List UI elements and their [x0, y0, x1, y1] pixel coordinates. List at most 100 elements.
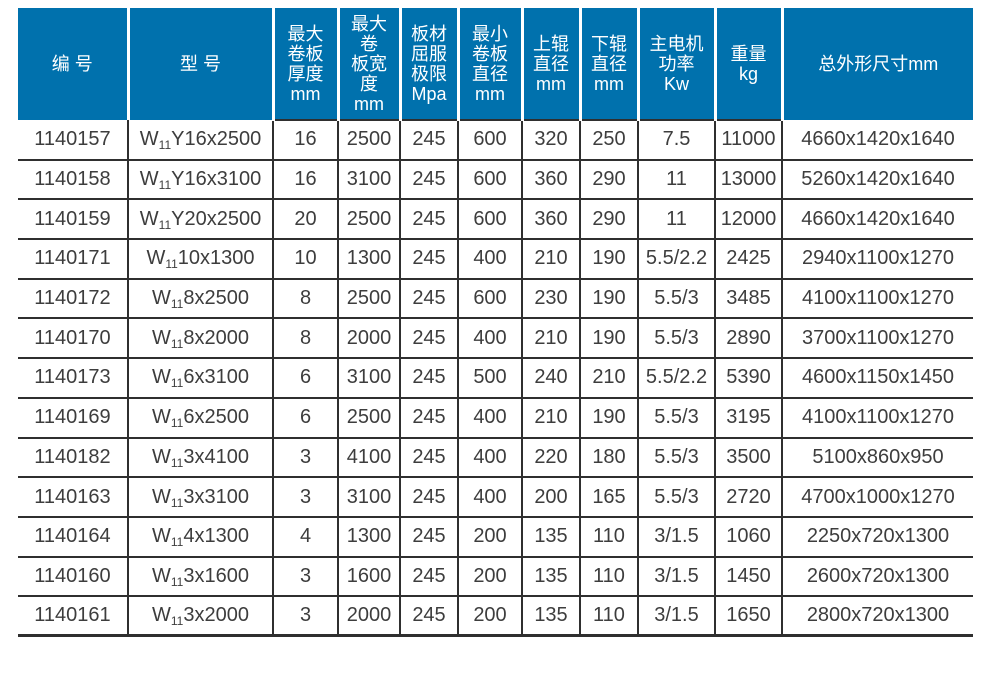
cell-lower_roller: 190 — [579, 238, 638, 279]
cell-motor_power: 5.5/2.2 — [637, 238, 715, 279]
cell-weight: 3500 — [714, 436, 782, 478]
cell-upper_roller: 360 — [521, 198, 580, 240]
cell-id: 1140157 — [34, 127, 111, 150]
cell-min_diameter: 200 — [457, 595, 522, 638]
cell-max_thickness: 6 — [272, 396, 338, 438]
cell-weight: 1450 — [714, 555, 782, 597]
cell-weight: 5390 — [714, 357, 782, 398]
cell-max_thickness: 6 — [272, 357, 338, 398]
cell-model: W118x2500 — [127, 277, 273, 319]
cell-id: 1140160 — [18, 555, 128, 597]
cell-min_diameter: 400 — [457, 396, 522, 438]
cell-id: 1140164 — [18, 515, 128, 557]
table-row: 1140157 W11Y16x2500 16 2500 245 600 320 250 7.5 1… — [18, 119, 973, 160]
cell-motor_power: 3/1.5 — [637, 515, 715, 557]
cell-upper_roller: 360 — [521, 158, 580, 200]
cell-dimensions: 3700x1100x1270 — [781, 317, 973, 359]
cell-max_width: 2500 — [337, 198, 400, 240]
cell-min_diameter: 600 — [457, 119, 522, 160]
cell-motor_power: 5.5/3 — [637, 476, 715, 517]
cell-lower_roller: 290 — [579, 158, 638, 200]
cell-id: 1140158 — [18, 158, 128, 200]
cell-motor_power: 11 — [637, 158, 715, 200]
cell-dimensions: 4660x1420x1640 — [781, 120, 973, 160]
model-subscript: 11 — [170, 614, 184, 629]
cell-model: W116x3100 — [127, 357, 273, 398]
cell-max_thickness: 16 — [272, 158, 338, 200]
cell-dimensions: 2250x720x1300 — [781, 515, 973, 557]
cell-model: W118x2000 — [127, 317, 273, 359]
cell-motor_power: 5.5/3 — [637, 277, 715, 319]
cell-model: W116x2500 — [127, 396, 273, 438]
cell-motor_power: 7.5 — [637, 119, 715, 160]
cell-id: 1140170 — [18, 317, 128, 359]
cell-min_diameter: 400 — [457, 238, 522, 279]
model-subscript: 11 — [158, 217, 172, 232]
cell-id: 1140182 — [18, 436, 128, 478]
table-row: 1140160 W113x1600 3 1600 245 200 135 110 3/1.5 14… — [18, 555, 973, 597]
cell-min_diameter: 600 — [457, 198, 522, 240]
cell-max_thickness: 3 — [272, 436, 338, 478]
column-header-dimensions: 总外形尺寸mm — [780, 8, 973, 120]
spec-sheet-page: 编 号型 号最大 卷板 厚度 mm 最大卷板宽度 mm 板材 屈服 极限 Mpa 最小 卷板 直径 mm 上… — [18, 8, 973, 638]
table-row: 1140158 W11Y16x3100 16 3100 245 600 360 290 11 13… — [18, 158, 973, 200]
cell-max_thickness: 8 — [272, 277, 338, 319]
cell-max_width: 1300 — [337, 515, 400, 557]
table-row: 1140173 W116x3100 6 3100 245 500 240 210 5.5/2.2… — [18, 357, 973, 398]
cell-model: W113x3100 — [127, 476, 273, 517]
cell-max_thickness: 3 — [272, 595, 338, 638]
cell-upper_roller: 230 — [521, 277, 580, 319]
cell-yield_limit: 245 — [399, 317, 458, 359]
cell-yield_limit: 245 — [399, 357, 458, 398]
cell-max_width: 2500 — [337, 119, 400, 160]
cell-upper_roller: 220 — [521, 436, 580, 478]
cell-id: 1140163 — [18, 476, 128, 517]
table-row: 1140159 W11Y20x2500 20 2500 245 600 360 290 11 12… — [18, 198, 973, 240]
table-row: 1140164 W114x1300 4 1300 245 200 135 110 3/1.5 10… — [18, 515, 973, 557]
cell-lower_roller: 110 — [579, 555, 638, 597]
cell-model: W113x1600 — [127, 555, 273, 597]
column-header-upper_roller: 上辊 直径 mm — [520, 8, 580, 120]
cell-lower_roller: 110 — [579, 595, 638, 638]
cell-dimensions: 5260x1420x1640 — [781, 158, 973, 200]
cell-yield_limit: 245 — [399, 238, 458, 279]
cell-upper_roller: 135 — [521, 515, 580, 557]
cell-motor_power: 5.5/3 — [637, 396, 715, 438]
cell-yield_limit: 245 — [399, 158, 458, 200]
column-header-max_thickness: 最大 卷板 厚度 mm — [271, 8, 338, 120]
cell-model: W113x4100 — [127, 436, 273, 478]
cell-weight: 2890 — [714, 317, 782, 359]
header-row: 编 号型 号最大 卷板 厚度 mm 最大卷板宽度 mm 板材 屈服 极限 Mpa 最小 卷板 直径 mm 上… — [18, 8, 973, 120]
cell-min_diameter: 600 — [457, 158, 522, 200]
cell-max_thickness: 3 — [272, 476, 338, 517]
cell-max_thickness: 20 — [272, 198, 338, 240]
cell-yield_limit: 245 — [399, 476, 458, 517]
cell-upper_roller: 135 — [521, 595, 580, 638]
cell-weight: 13000 — [714, 158, 782, 200]
table-row: 1140171 W1110x1300 10 1300 245 400 210 190 5.5/2… — [18, 238, 973, 279]
column-header-motor_power: 主电机 功率 Kw — [636, 8, 715, 120]
cell-min_diameter: 400 — [457, 476, 522, 517]
cell-id: 1140161 — [18, 595, 128, 638]
cell-lower_roller: 165 — [579, 476, 638, 517]
cell-dimensions: 4600x1150x1450 — [781, 357, 973, 398]
cell-lower_roller: 250 — [579, 119, 638, 160]
cell-dimensions: 4660x1420x1640 — [781, 198, 973, 240]
cell-motor_power: 5.5/3 — [637, 317, 715, 359]
cell-max_width: 1300 — [337, 238, 400, 279]
cell-upper_roller: 135 — [521, 555, 580, 597]
cell-upper_roller: 320 — [521, 119, 580, 160]
model-subscript: 11 — [170, 297, 184, 312]
cell-model: W114x1300 — [127, 515, 273, 557]
cell-lower_roller: 190 — [579, 396, 638, 438]
cell-id: 1140173 — [18, 357, 128, 398]
cell-min_diameter: 500 — [457, 357, 522, 398]
cell-motor_power: 5.5/2.2 — [637, 357, 715, 398]
column-header-yield_limit: 板材 屈服 极限 Mpa — [398, 8, 458, 120]
cell-model: W11Y16x2500 — [127, 120, 273, 160]
machine-spec-table: 编 号型 号最大 卷板 厚度 mm 最大卷板宽度 mm 板材 屈服 极限 Mpa 最小 卷板 直径 mm 上… — [18, 8, 973, 638]
cell-id: 1140169 — [18, 396, 128, 438]
cell-weight: 3195 — [714, 396, 782, 438]
table-row: 1140169 W116x2500 6 2500 245 400 210 190 5.5/3 31… — [18, 396, 973, 438]
cell-lower_roller: 190 — [579, 277, 638, 319]
